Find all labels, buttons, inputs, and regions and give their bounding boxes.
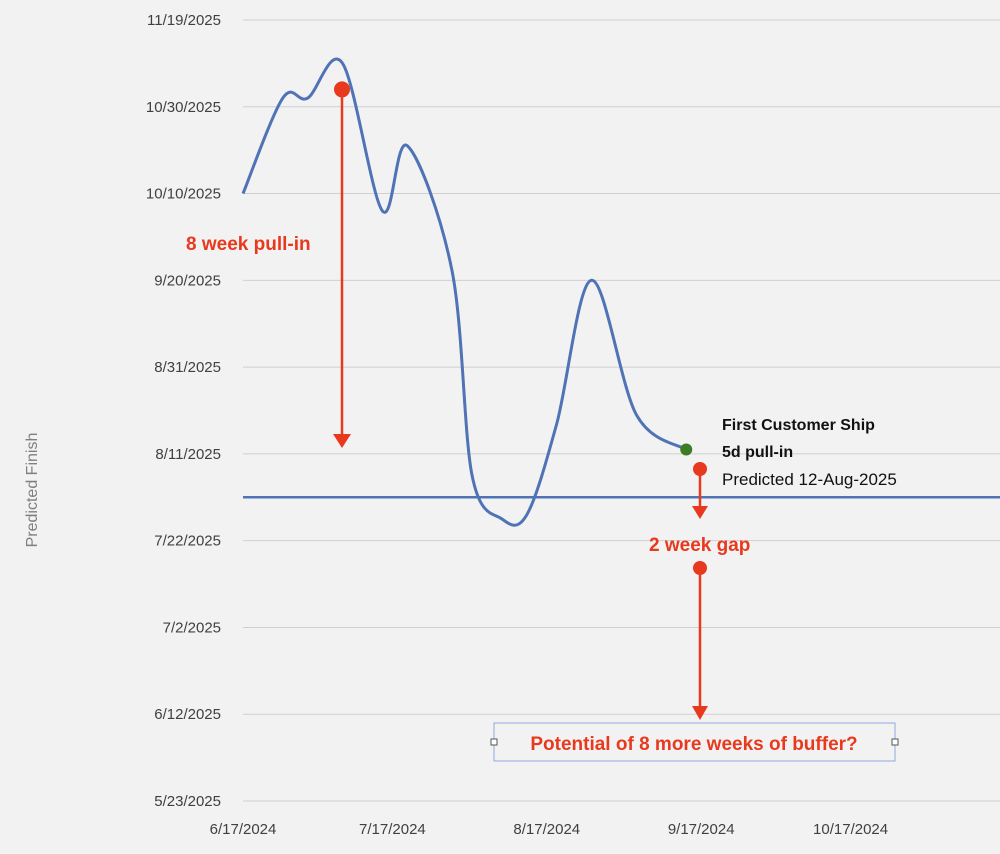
x-tick-label: 6/17/2024: [210, 821, 277, 838]
x-axis-ticks: 6/17/2024 7/17/2024 8/17/2024 9/17/2024 10/1…: [210, 821, 888, 838]
first-customer-ship-marker: [680, 443, 693, 456]
pull-in-label: 8 week pull-in: [186, 234, 311, 255]
fcs-predicted-label: Predicted 12-Aug-2025: [722, 470, 897, 489]
fcs-title-label: First Customer Ship: [722, 417, 875, 434]
y-tick-label: 10/10/2025: [146, 186, 221, 203]
y-axis-label: Predicted Finish: [24, 433, 41, 548]
fcs-pull-in-label: 5d pull-in: [722, 444, 793, 461]
buffer-arrowhead: [692, 706, 708, 720]
textbox-handle-left[interactable]: [490, 738, 498, 746]
predicted-finish-series-line: [241, 57, 688, 527]
y-tick-label: 6/12/2025: [154, 706, 221, 723]
gridlines: [243, 19, 1000, 802]
y-tick-label: 8/11/2025: [155, 446, 221, 463]
x-tick-label: 7/17/2024: [359, 821, 426, 838]
y-tick-label: 10/30/2025: [146, 99, 221, 116]
y-axis-ticks: 11/19/2025 10/30/2025 10/10/2025 9/20/2025 8…: [146, 12, 221, 810]
gap-label: 2 week gap: [649, 535, 750, 556]
textbox-handle-right[interactable]: [891, 738, 899, 746]
y-tick-label: 5/23/2025: [154, 793, 221, 810]
potential-buffer-label: Potential of 8 more weeks of buffer?: [530, 734, 857, 755]
x-tick-label: 8/17/2024: [513, 821, 580, 838]
y-tick-label: 11/19/2025: [147, 12, 221, 29]
pull-in-arrowhead: [333, 434, 351, 448]
x-tick-label: 10/17/2024: [813, 821, 888, 838]
y-tick-label: 8/31/2025: [154, 359, 221, 376]
y-tick-label: 9/20/2025: [154, 272, 221, 289]
x-tick-label: 9/17/2024: [668, 821, 735, 838]
gap-arrowhead: [692, 506, 708, 519]
y-tick-label: 7/2/2025: [163, 619, 221, 636]
y-tick-label: 7/22/2025: [154, 533, 221, 550]
peak-marker: [334, 81, 350, 98]
